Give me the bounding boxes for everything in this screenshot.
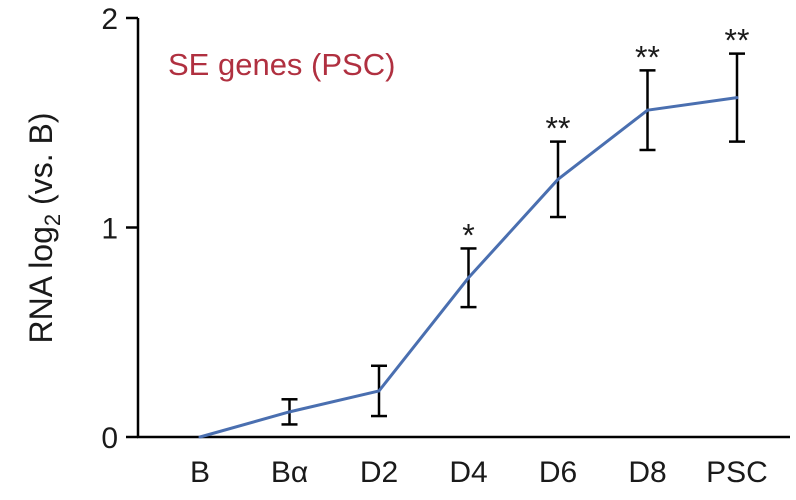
y-axis-label-main: RNA log [23,226,59,343]
x-tick-label: D4 [449,456,487,489]
chart-title: SE genes (PSC) [168,47,395,82]
y-axis-label-suffix: (vs. B) [23,113,59,214]
series-lines [198,96,739,439]
data-point [556,177,560,181]
x-tick-label: D2 [360,456,398,489]
y-tick-label: 1 [101,213,118,246]
significance-label: ** [635,39,660,75]
data-point [735,96,739,100]
data-point [646,108,649,112]
data-point [198,435,202,439]
significance-label: ** [725,23,750,59]
significance-marks: ***** ** [462,23,749,254]
y-axis-label: RNA log2 (vs. B) [23,113,65,344]
x-tick-label: B [190,456,210,489]
y-ticks: 0 1 2 [101,3,138,455]
significance-label: * [462,217,474,253]
x-tick-label: D6 [539,456,577,489]
error-bars [281,52,745,426]
x-tick-label: D8 [628,456,666,489]
x-tick-label: PSC [706,456,768,489]
data-point [467,276,470,280]
y-tick-label: 0 [101,422,118,455]
x-ticks: B Bα D2 D4 D6 D8 PSC [190,456,768,489]
y-tick-label: 2 [101,3,118,36]
y-axis-label-subscript: 2 [40,214,65,226]
x-tick-label: Bα [271,456,308,489]
significance-label: ** [546,111,571,147]
data-point [288,410,291,414]
data-point [377,389,381,393]
